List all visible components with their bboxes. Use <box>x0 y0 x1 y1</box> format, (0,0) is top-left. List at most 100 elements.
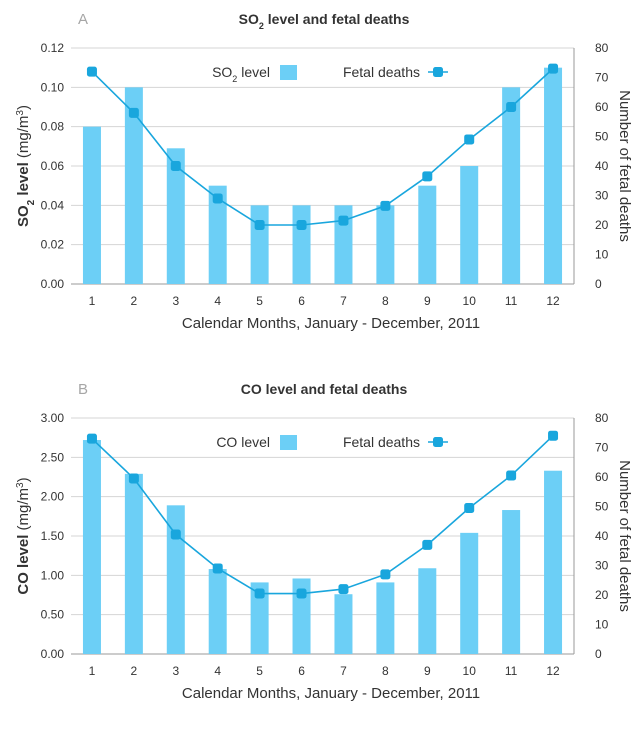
y2-tick-label: 10 <box>595 618 609 632</box>
legend-bar-label: CO level <box>216 434 270 450</box>
legend-bar-swatch <box>280 435 297 450</box>
line-point <box>86 66 97 77</box>
x-axis-label: Calendar Months, January - December, 201… <box>182 315 480 332</box>
line-point <box>464 134 475 145</box>
panel-letter: A <box>78 11 88 28</box>
y-tick-label: 3.00 <box>41 411 65 425</box>
line-point <box>128 107 139 118</box>
x-tick-label: 1 <box>89 664 96 678</box>
y2-tick-label: 10 <box>595 248 609 262</box>
y2-tick-label: 40 <box>595 159 609 173</box>
legend-line-label: Fetal deaths <box>343 434 420 450</box>
y2-tick-label: 30 <box>595 189 609 203</box>
line-point <box>548 63 559 74</box>
legend-bar-swatch <box>280 65 297 80</box>
bar <box>124 87 143 284</box>
x-tick-label: 9 <box>424 294 431 308</box>
y2-axis-label: Number of fetal deaths <box>616 460 633 612</box>
x-tick-label: 11 <box>505 294 518 308</box>
y-tick-label: 0.02 <box>41 238 65 252</box>
bar <box>208 569 227 654</box>
line-point <box>212 193 223 204</box>
y-tick-label: 0.06 <box>41 159 65 173</box>
bar <box>334 594 353 654</box>
y2-tick-label: 70 <box>595 441 609 455</box>
line-point <box>170 529 181 540</box>
x-tick-label: 8 <box>382 294 389 308</box>
y-tick-label: 1.50 <box>41 529 65 543</box>
x-tick-label: 3 <box>172 294 179 308</box>
chart-a: A SO2 level and fetal deaths 0.00 0.02 0.04 0… <box>15 11 634 332</box>
bar <box>334 205 353 284</box>
bar <box>376 582 395 654</box>
y2-tick-label: 70 <box>595 71 609 85</box>
x-tick-label: 6 <box>298 294 305 308</box>
y-tick-label: 2.50 <box>41 450 65 464</box>
bar <box>460 532 479 654</box>
bar <box>166 505 185 654</box>
y-tick-label: 0.50 <box>41 608 65 622</box>
y2-axis-label: Number of fetal deaths <box>616 90 633 242</box>
bar <box>376 205 395 284</box>
x-tick-label: 5 <box>256 664 263 678</box>
legend-line-marker <box>433 67 443 77</box>
y2-tick-label: 80 <box>595 41 609 55</box>
line-point <box>212 563 223 574</box>
x-tick-label: 1 <box>89 294 96 308</box>
y2-tick-label: 50 <box>595 500 609 514</box>
bar <box>418 185 437 284</box>
y2-tick-label: 20 <box>595 588 609 602</box>
line-series-fetal-deaths <box>91 435 554 595</box>
y-tick-label: 1.00 <box>41 568 65 582</box>
bar <box>124 473 143 654</box>
x-tick-label: 4 <box>214 294 221 308</box>
line-point <box>506 470 517 481</box>
bar <box>208 185 227 284</box>
x-axis-label: Calendar Months, January - December, 201… <box>182 685 480 702</box>
y-tick-label: 0.04 <box>41 198 65 212</box>
line-point <box>254 588 265 599</box>
y2-tick-label: 80 <box>595 411 609 425</box>
line-point <box>380 200 391 211</box>
x-tick-label: 12 <box>546 664 560 678</box>
line-point <box>338 584 349 595</box>
y2-tick-label: 0 <box>595 647 602 661</box>
y-axis-label: CO level (mg/m3) <box>15 477 33 594</box>
y2-tick-label: 20 <box>595 218 609 232</box>
x-tick-label: 11 <box>505 664 518 678</box>
line-point <box>170 161 181 171</box>
bar <box>460 166 479 284</box>
x-tick-label: 7 <box>340 664 347 678</box>
chart-title: SO2 level and fetal deaths <box>239 11 410 31</box>
x-tick-label: 4 <box>214 664 221 678</box>
line-series-fetal-deaths <box>91 68 554 226</box>
legend-bar-label: SO2 level <box>212 64 270 84</box>
x-tick-label: 5 <box>256 294 263 308</box>
line-point <box>548 430 559 441</box>
bar <box>544 67 563 285</box>
y-axis-label: SO2 level (mg/m3) <box>15 105 37 227</box>
y2-tick-label: 0 <box>595 277 602 291</box>
x-tick-label: 7 <box>340 294 347 308</box>
x-tick-label: 2 <box>131 294 138 308</box>
line-point <box>380 569 391 580</box>
bar <box>82 440 101 654</box>
line-point <box>128 473 139 484</box>
x-tick-label: 12 <box>546 294 560 308</box>
x-tick-label: 9 <box>424 664 431 678</box>
y2-tick-label: 50 <box>595 130 609 144</box>
line-point <box>254 220 265 230</box>
legend-line-marker <box>433 437 443 447</box>
chart-b: B CO level and fetal deaths 0.00 0.50 1.00 1.… <box>15 381 634 702</box>
bar <box>502 87 521 284</box>
line-point <box>296 588 307 599</box>
line-point <box>422 539 433 550</box>
line-point <box>86 433 97 444</box>
line-point <box>506 102 517 112</box>
y2-tick-label: 30 <box>595 559 609 573</box>
y2-tick-label: 60 <box>595 470 609 484</box>
x-tick-label: 10 <box>463 664 477 678</box>
y-tick-label: 0.12 <box>41 41 65 55</box>
y-tick-label: 2.00 <box>41 490 65 504</box>
y-tick-label: 0.00 <box>41 647 65 661</box>
